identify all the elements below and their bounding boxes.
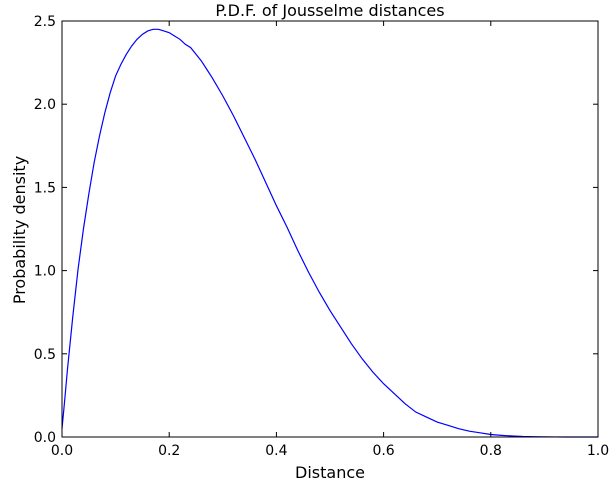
x-tick-label: 0.8 bbox=[480, 443, 502, 459]
y-tick-label: 0.5 bbox=[34, 347, 56, 363]
chart-title: P.D.F. of Jousselme distances bbox=[215, 1, 444, 20]
x-tick-label: 0.4 bbox=[265, 443, 287, 459]
y-axis-label: Probability density bbox=[10, 156, 29, 304]
series-line bbox=[61, 28, 598, 438]
plot-frame bbox=[61, 20, 599, 438]
y-tick-label: 1.0 bbox=[34, 264, 56, 280]
x-tick-label: 0.6 bbox=[372, 443, 394, 459]
y-tick-label: 2.0 bbox=[34, 97, 56, 113]
y-tick-label: 1.5 bbox=[34, 180, 56, 196]
x-tick-label: 0.0 bbox=[51, 443, 73, 459]
y-tick-label: 0.0 bbox=[34, 430, 56, 446]
ticks-layer: 0.0 0.2 0.4 0.6 0.8 1.0 0.0 0.5 1.0 1.5 2.0 2.5 bbox=[34, 14, 609, 459]
y-tick-label: 2.5 bbox=[34, 14, 56, 30]
x-tick-label: 0.2 bbox=[158, 443, 180, 459]
x-tick-label: 1.0 bbox=[587, 443, 609, 459]
x-axis-label: Distance bbox=[295, 463, 365, 482]
